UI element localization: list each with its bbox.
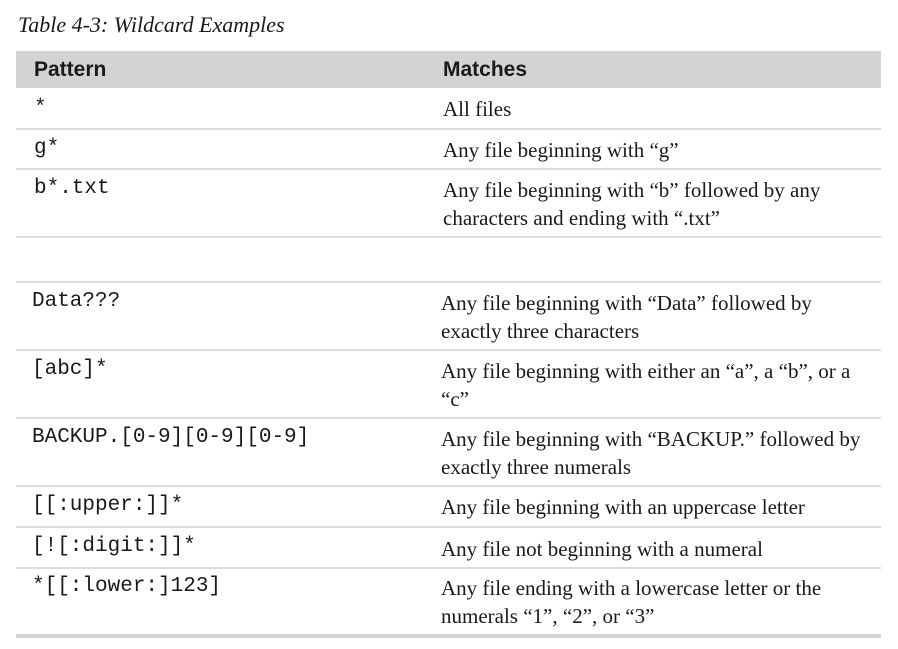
pattern-cell: Data??? xyxy=(32,290,121,313)
pattern-cell: [[:upper:]]* xyxy=(32,494,184,517)
matches-cell: Any file ending with a lowercase letter … xyxy=(441,576,822,628)
matches-cell: Any file beginning with an uppercase let… xyxy=(441,495,805,519)
table-caption: Table 4-3: Wildcard Examples xyxy=(18,12,285,37)
table-row: [[:upper:]]* Any file beginning with an … xyxy=(16,487,881,526)
column-header-matches: Matches xyxy=(443,58,528,81)
row-divider xyxy=(16,236,881,238)
table-bottom-border xyxy=(16,634,881,638)
pattern-cell: [![:digit:]]* xyxy=(32,535,196,558)
table-row: g* Any file beginning with “g” xyxy=(16,130,881,168)
pattern-cell: * xyxy=(34,97,47,120)
table-row: *[[:lower:]123] Any file ending with a l… xyxy=(16,569,881,633)
table-row: BACKUP.[0-9][0-9][0-9] Any file beginnin… xyxy=(16,419,881,485)
pattern-cell: [abc]* xyxy=(32,358,108,381)
table-header-row: Pattern Matches xyxy=(16,51,881,88)
matches-cell: Any file beginning with “Data” followed … xyxy=(441,291,812,343)
row-divider xyxy=(16,168,881,170)
matches-cell: Any file not beginning with a numeral xyxy=(441,537,763,561)
row-divider xyxy=(16,526,881,528)
pattern-cell: *[[:lower:]123] xyxy=(32,575,222,598)
pattern-cell: g* xyxy=(34,137,60,160)
matches-cell: All files xyxy=(443,97,512,121)
matches-cell: Any file beginning with “b” followed by … xyxy=(443,178,821,230)
row-divider xyxy=(16,281,881,283)
matches-cell: Any file beginning with “g” xyxy=(443,138,679,162)
pattern-cell: b*.txt xyxy=(34,177,110,200)
table-row: Data??? Any file beginning with “Data” f… xyxy=(16,283,881,349)
table-row-empty xyxy=(16,238,881,281)
row-divider xyxy=(16,567,881,569)
pattern-cell: BACKUP.[0-9][0-9][0-9] xyxy=(32,426,310,449)
row-divider xyxy=(16,349,881,351)
column-header-pattern: Pattern xyxy=(34,58,107,81)
row-divider xyxy=(16,417,881,419)
table-row: * All files xyxy=(16,88,881,128)
row-divider xyxy=(16,485,881,487)
table-row: b*.txt Any file beginning with “b” follo… xyxy=(16,170,881,236)
matches-cell: Any file beginning with either an “a”, a… xyxy=(441,359,851,411)
row-divider xyxy=(16,128,881,130)
table-row: [abc]* Any file beginning with either an… xyxy=(16,351,881,417)
table-row: [![:digit:]]* Any file not beginning wit… xyxy=(16,528,881,567)
matches-cell: Any file beginning with “BACKUP.” follow… xyxy=(441,427,861,479)
